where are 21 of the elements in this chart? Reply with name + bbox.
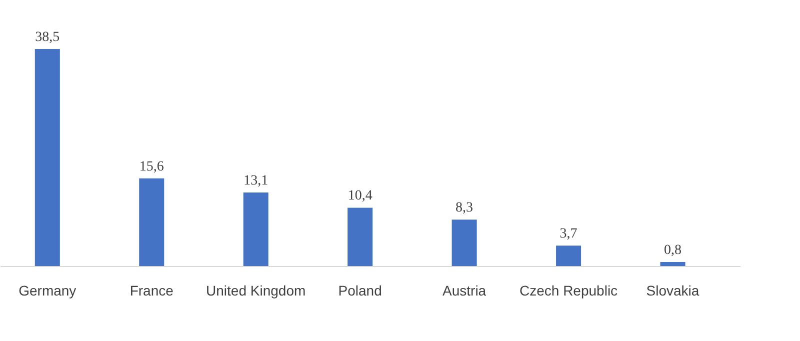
x-tick-label: Slovakia	[646, 282, 700, 298]
bar	[348, 208, 373, 266]
bar	[34, 49, 60, 266]
data-label: 0,8	[664, 242, 682, 258]
data-label: 10,4	[348, 188, 372, 204]
data-label: 3,7	[560, 226, 578, 242]
bar	[660, 262, 686, 266]
bar	[139, 178, 164, 266]
bar	[452, 220, 477, 266]
bar	[243, 192, 268, 266]
x-tick-label: United Kingdom	[206, 282, 306, 298]
bar	[556, 246, 582, 266]
data-label: 8,3	[456, 200, 474, 216]
x-tick-label: Austria	[442, 282, 486, 298]
data-label: 13,1	[244, 173, 268, 188]
x-tick-label: Czech Republic	[520, 282, 618, 298]
x-tick-label: Poland	[338, 282, 382, 298]
data-label: 15,6	[139, 159, 164, 174]
x-tick-label: Germany	[18, 282, 76, 298]
x-tick-label: France	[130, 282, 174, 298]
data-label: 38,5	[35, 30, 60, 45]
